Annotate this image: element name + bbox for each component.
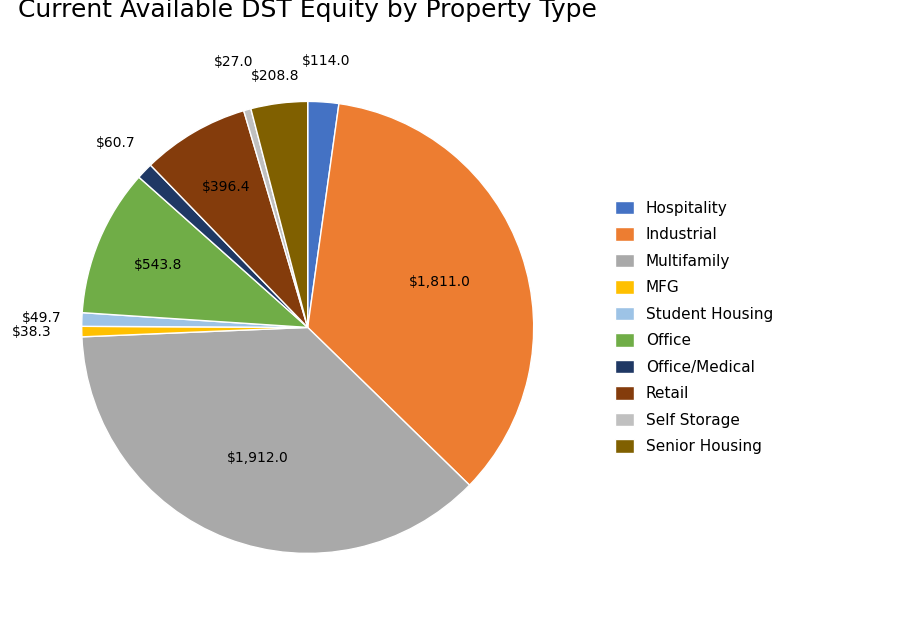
- Text: $1,912.0: $1,912.0: [227, 451, 289, 465]
- Wedge shape: [138, 165, 308, 327]
- Title: Current Available DST Equity by Property Type: Current Available DST Equity by Property…: [18, 0, 597, 22]
- Wedge shape: [308, 103, 534, 485]
- Text: $543.8: $543.8: [133, 257, 182, 272]
- Wedge shape: [308, 101, 339, 327]
- Text: $27.0: $27.0: [214, 55, 253, 69]
- Wedge shape: [251, 101, 308, 327]
- Text: $1,811.0: $1,811.0: [409, 275, 472, 289]
- Legend: Hospitality, Industrial, Multifamily, MFG, Student Housing, Office, Office/Medic: Hospitality, Industrial, Multifamily, MF…: [609, 195, 779, 460]
- Wedge shape: [81, 326, 308, 337]
- Text: $60.7: $60.7: [95, 136, 135, 150]
- Text: $396.4: $396.4: [202, 180, 250, 194]
- Text: $38.3: $38.3: [13, 325, 52, 340]
- Wedge shape: [81, 313, 308, 327]
- Wedge shape: [150, 110, 308, 327]
- Wedge shape: [243, 108, 308, 327]
- Wedge shape: [82, 177, 308, 327]
- Text: $114.0: $114.0: [302, 55, 350, 69]
- Text: $208.8: $208.8: [252, 69, 300, 83]
- Text: $49.7: $49.7: [22, 311, 61, 325]
- Wedge shape: [82, 327, 470, 553]
